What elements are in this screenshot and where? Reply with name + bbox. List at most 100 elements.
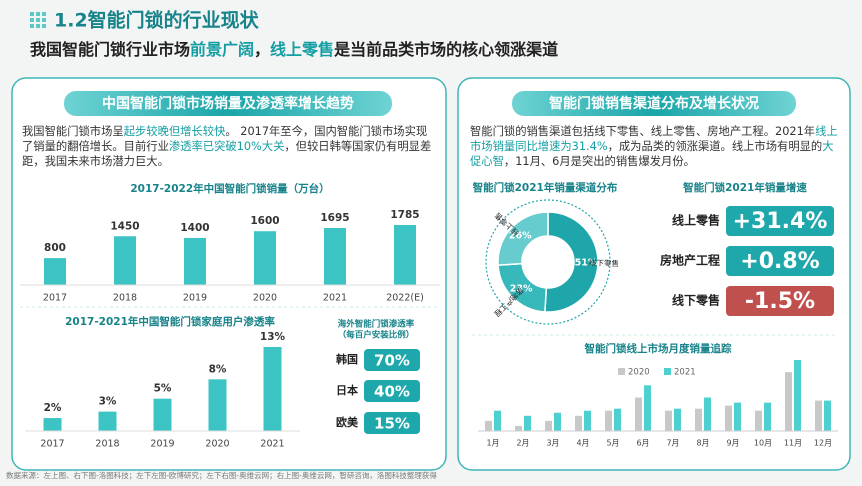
x-tick-label: 2017 [40, 439, 64, 450]
x-tick-label: 2022(E) [386, 293, 424, 304]
highlight-text: 起步较晚但增长较快 [123, 125, 226, 138]
x-tick-label: 2019 [150, 439, 174, 450]
legend-label: 2020 [628, 368, 650, 378]
x-tick-label: 2020 [205, 439, 229, 450]
x-tick-label: 2021 [260, 439, 284, 450]
value-label: 1600 [250, 215, 279, 227]
value-label: 70% [374, 352, 410, 370]
bar [324, 228, 346, 285]
bar [554, 412, 561, 431]
category-label: 线上零售 [672, 213, 720, 228]
highlight-text: 大促心智 [470, 140, 834, 168]
bar [153, 398, 172, 431]
x-tick-label: 11月 [784, 439, 802, 448]
bar [575, 415, 582, 431]
chart-title: 智能门锁线上市场月度销量追踪 [584, 342, 732, 355]
chart-title: 智能门锁2021年销量增速 [682, 181, 807, 194]
chart-title: 2017-2021年中国智能门锁家庭用户渗透率 [65, 315, 275, 328]
value-badge [726, 286, 834, 316]
bar [184, 237, 206, 285]
bar [43, 418, 62, 431]
bar [644, 385, 651, 431]
x-tick-label: 2月 [516, 439, 529, 448]
chart-subtitle: （每百户安装比例） [338, 330, 415, 341]
x-tick-label: 2020 [253, 293, 277, 304]
highlight-text: 渗透率已突破10%大关 [168, 140, 285, 153]
text-run: ，成为品类的领涨渠道。线上市场有明显的 [607, 140, 823, 153]
bar [614, 408, 621, 431]
value-label: +0.8% [740, 249, 819, 274]
bar [524, 415, 531, 431]
outer-ring [485, 199, 611, 325]
bar [734, 402, 741, 431]
bar [704, 397, 711, 431]
category-label: 欧美 [336, 415, 359, 429]
logo-icon [30, 12, 46, 28]
bar [394, 225, 416, 285]
right-panel-pill [512, 91, 796, 116]
right-panel [457, 77, 851, 471]
bar [824, 400, 831, 431]
left-panel-pill [64, 91, 392, 116]
slice-name: 线下零售 [589, 257, 619, 268]
x-tick-label: 1月 [486, 439, 499, 448]
legend-swatch [618, 368, 625, 375]
x-tick-label: 7月 [666, 439, 679, 448]
bar [674, 408, 681, 431]
left-panel [11, 77, 447, 471]
subtitle-part: 我国智能门锁行业市场 [30, 40, 190, 59]
chart-title: 海外智能门锁渗透率 [338, 319, 415, 330]
category-label: 韩国 [336, 352, 358, 366]
value-badge [364, 412, 420, 434]
text-run: ，11月、6月是突出的销售爆发月份。 [503, 155, 695, 168]
bar [254, 231, 276, 285]
chart-title: 智能门锁2021年销量渠道分布 [472, 181, 618, 194]
x-tick-label: 6月 [636, 439, 649, 448]
value-label: +31.4% [733, 209, 828, 234]
bar [584, 410, 591, 431]
bar [494, 410, 501, 431]
value-label: 13% [260, 331, 286, 343]
right-paragraph: 智能门锁的销售渠道包括线下零售、线上零售、房地产工程。2021年线上市场销量同比… [470, 124, 842, 169]
pie-slice [497, 211, 549, 266]
category-label: 线下零售 [672, 293, 720, 308]
value-label: 1450 [110, 220, 139, 232]
bar [44, 258, 66, 285]
bar [695, 408, 702, 431]
bar [794, 360, 801, 431]
x-tick-label: 2018 [95, 439, 119, 450]
subtitle-highlight: 线上零售 [270, 40, 334, 59]
subtitle-highlight: 前景广阔 [190, 40, 254, 59]
value-badge [364, 349, 420, 371]
bar [263, 347, 282, 431]
chart-title: 2017-2022年中国智能门锁销量（万台） [130, 182, 329, 195]
category-label: 房地产工程 [660, 253, 720, 268]
bar [485, 420, 492, 431]
x-tick-label: 2021 [323, 293, 347, 304]
x-tick-label: 9月 [726, 439, 739, 448]
x-tick-label: 2018 [113, 293, 137, 304]
slice-label: 26% [509, 230, 532, 241]
legend-label: 2021 [674, 368, 696, 378]
bar [725, 405, 732, 431]
x-tick-label: 10月 [754, 439, 772, 448]
bar [665, 410, 672, 431]
x-tick-label: 12月 [814, 439, 832, 448]
value-badge [726, 206, 834, 236]
value-label: 2% [44, 402, 62, 414]
right-panel-title: 智能门锁销售渠道分布及增长状况 [548, 95, 759, 112]
source-note: 数据来源：左上图、右下图-洛图科技；左下左图-欧博研究；左下右图-奥维云网；右上… [6, 470, 437, 480]
bar [605, 410, 612, 431]
value-label: 800 [44, 242, 66, 254]
value-badge [364, 380, 420, 402]
text-run: 我国智能门锁市场呈 [22, 125, 124, 138]
legend-swatch [664, 368, 671, 375]
text-run: 。 2017年至今，国内智能门锁市场实现了销量的翻倍增长。目前行业 [22, 125, 428, 153]
text-run: ，但较日韩等国家仍有明显差距，我国未来市场潜力巨大。 [22, 140, 432, 168]
bar [98, 411, 117, 431]
x-tick-label: 8月 [696, 439, 709, 448]
subtitle-part: ， [254, 40, 270, 59]
pie-slice [544, 211, 599, 313]
